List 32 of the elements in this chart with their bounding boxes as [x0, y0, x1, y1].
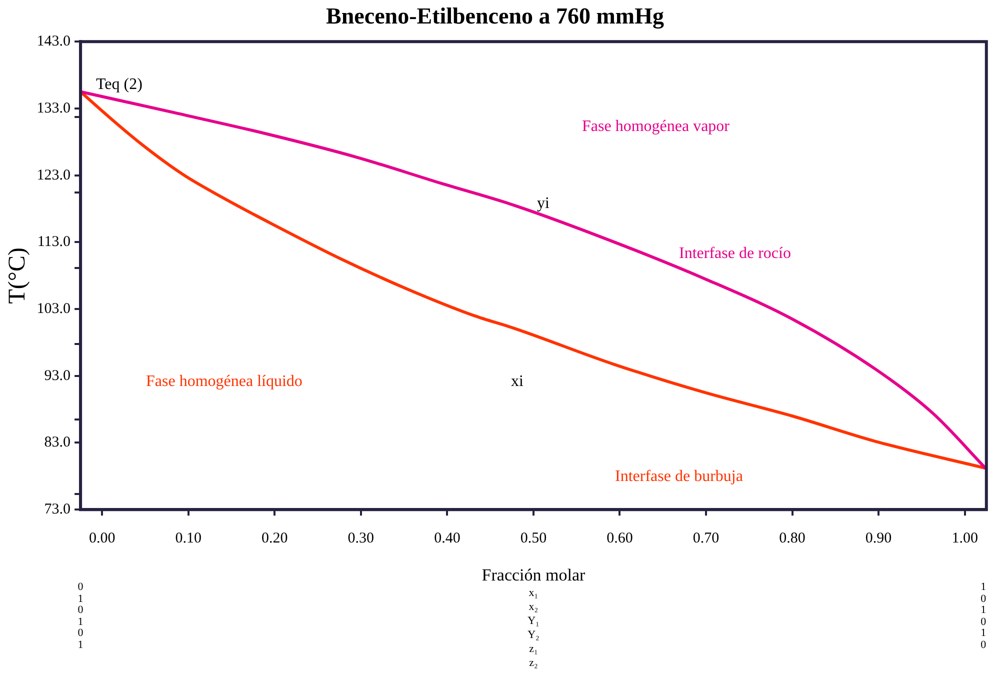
annotation: xi — [511, 373, 524, 391]
annotation: Interfase de rocío — [679, 245, 791, 263]
annotation: Teq (2) — [96, 76, 142, 94]
x-tick-label: 0.20 — [262, 530, 288, 547]
x-tick-label: 0.40 — [434, 530, 460, 547]
y-tick-label: 83.0 — [44, 434, 71, 451]
y-tick-label: 143.0 — [36, 34, 71, 50]
annotation: Fase homogénea vapor — [582, 118, 730, 136]
x-tick-label: 0.00 — [88, 530, 116, 547]
x-tick-label: 0.70 — [692, 530, 720, 547]
x-tick-label: 0.30 — [348, 530, 374, 547]
y-axis-title: T(°C) — [4, 247, 31, 304]
text: x₁ x₂ Y₁ Y₂ z₁ z₂ — [526, 586, 540, 670]
text: 0 1 0 1 0 1 — [76, 581, 84, 651]
y-tick-label: 103.0 — [36, 300, 71, 317]
y-tick-label: 133.0 — [36, 100, 71, 116]
x-axis-title: Fracción molar — [482, 565, 586, 584]
x-tick-label: 0.10 — [175, 530, 202, 547]
annotation: Fase homogénea líquido — [146, 373, 302, 391]
y-tick-label: 73.0 — [44, 502, 71, 518]
annotation: yi — [537, 195, 550, 213]
x-tick-label: 0.50 — [520, 530, 547, 547]
chart-title: Bneceno-Etilbenceno a 760 mmHg — [326, 4, 664, 30]
annotation: Interfase de burbuja — [615, 468, 743, 486]
y-tick-label: 123.0 — [36, 167, 71, 184]
x-tick-label: 0.80 — [779, 530, 806, 547]
y-tick-label: 113.0 — [37, 234, 71, 250]
x-tick-label: 0.60 — [606, 530, 633, 547]
text: 1 0 1 0 1 0 — [980, 581, 988, 651]
x-tick-label: 1.00 — [952, 530, 978, 547]
x-tick-label: 0.90 — [865, 530, 892, 547]
y-tick-label: 93.0 — [44, 368, 71, 384]
